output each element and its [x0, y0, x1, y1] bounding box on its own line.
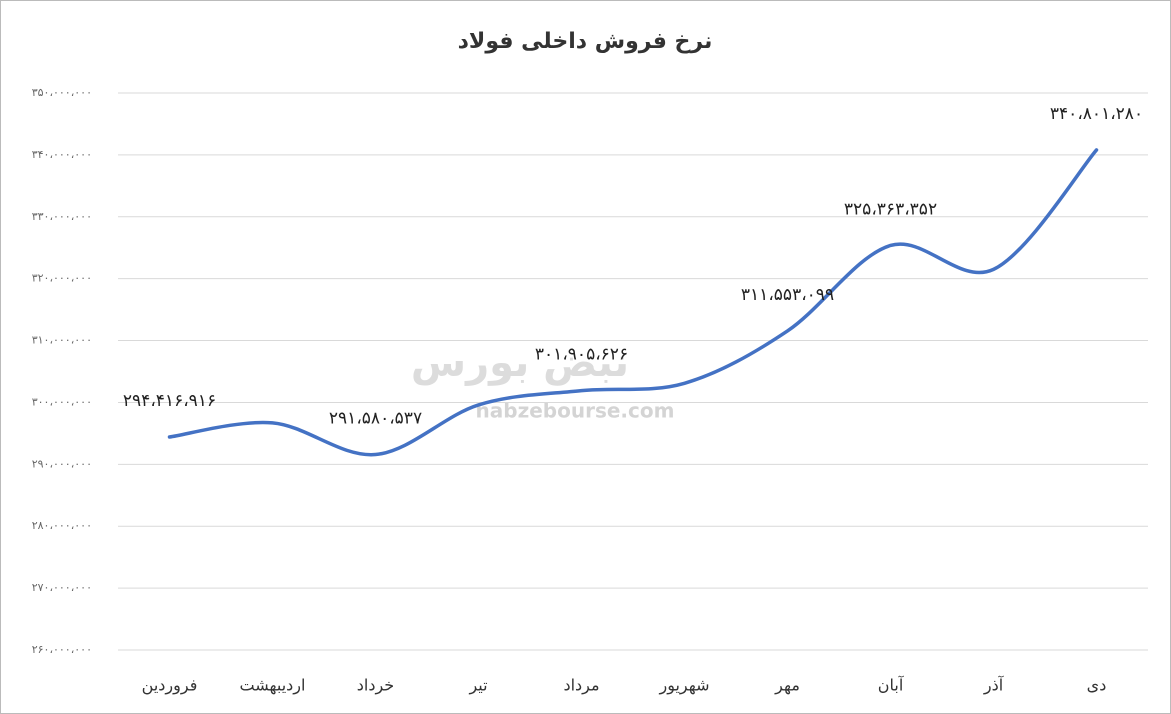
data-label: ۳۲۵،۳۶۳،۳۵۲: [844, 199, 937, 219]
y-tick-label: ۳۵۰،۰۰۰،۰۰۰: [32, 86, 92, 99]
data-label: ۳۴۰،۸۰۱،۲۸۰: [1050, 104, 1143, 124]
y-tick-label: ۲۸۰،۰۰۰،۰۰۰: [32, 519, 92, 532]
chart-title: نرخ فروش داخلی فولاد: [458, 29, 713, 54]
y-tick-label: ۳۳۰،۰۰۰،۰۰۰: [32, 210, 92, 223]
y-tick-label: ۳۲۰،۰۰۰،۰۰۰: [32, 272, 92, 285]
x-tick-label: شهریور: [658, 676, 709, 696]
y-tick-label: ۲۷۰،۰۰۰،۰۰۰: [32, 581, 92, 594]
data-label: ۳۱۱،۵۵۳،۰۹۹: [741, 285, 834, 305]
x-tick-label: دی: [1087, 676, 1107, 695]
y-tick-label: ۲۹۰،۰۰۰،۰۰۰: [32, 457, 92, 470]
data-label: ۲۹۴،۴۱۶،۹۱۶: [123, 391, 216, 411]
y-tick-label: ۳۰۰،۰۰۰،۰۰۰: [32, 395, 92, 408]
x-tick-label: آذر: [983, 676, 1005, 696]
x-tick-label: آبان: [878, 676, 905, 695]
x-tick-label: مرداد: [563, 676, 599, 696]
line: [167, 148, 1099, 457]
x-tick-label: خرداد: [357, 676, 394, 696]
watermark-logo: نبض بورس: [411, 340, 629, 386]
x-tick-label: اردیبهشت: [240, 676, 306, 696]
x-tick-label: فروردین: [142, 676, 198, 696]
y-tick-label: ۲۶۰،۰۰۰،۰۰۰: [32, 643, 92, 656]
y-tick-label: ۳۴۰،۰۰۰،۰۰۰: [32, 148, 92, 161]
x-tick-label: تیر: [468, 676, 487, 696]
data-label: ۲۹۱،۵۸۰،۵۳۷: [329, 409, 422, 429]
x-tick-label: مهر: [774, 676, 800, 696]
data-label: ۳۰۱،۹۰۵،۶۲۶: [535, 345, 628, 365]
y-tick-label: ۳۱۰،۰۰۰،۰۰۰: [32, 334, 92, 347]
